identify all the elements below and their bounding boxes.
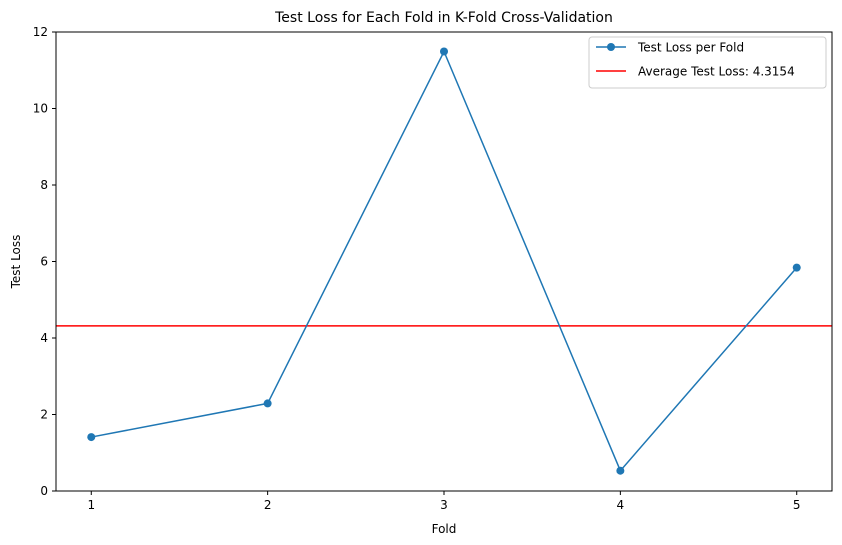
x-axis-label: Fold (432, 522, 457, 536)
legend-box (588, 36, 827, 89)
y-tick-label: 12 (33, 25, 48, 39)
data-point (87, 433, 96, 442)
y-tick-label: 4 (40, 331, 48, 345)
y-tick-label: 0 (40, 484, 48, 498)
x-tick-label: 5 (793, 498, 801, 512)
legend-label-series: Test Loss per Fold (637, 41, 744, 55)
x-tick-label: 4 (617, 498, 625, 512)
y-tick-label: 6 (40, 255, 48, 269)
x-tick-label: 2 (264, 498, 272, 512)
plot-area (55, 31, 833, 492)
x-tick-label: 3 (440, 498, 448, 512)
y-tick-label: 8 (40, 178, 48, 192)
legend-swatch-marker-series (607, 43, 615, 51)
data-point (263, 399, 272, 408)
data-point (440, 47, 448, 56)
legend: Test Loss per Fold Average Test Loss: 4.… (588, 36, 827, 89)
legend-label-average: Average Test Loss: 4.3154 (638, 65, 795, 79)
x-tick-label: 1 (87, 498, 95, 512)
y-axis-ticks: 0 2 4 6 8 10 12 (33, 25, 56, 498)
y-axis-label: Test Loss (9, 235, 23, 290)
data-point (792, 263, 801, 272)
x-axis-ticks: 1 2 3 4 5 (87, 491, 801, 512)
plot-background (56, 32, 832, 491)
series-markers (87, 47, 801, 475)
data-point (616, 466, 625, 475)
y-tick-label: 2 (40, 408, 48, 422)
y-tick-label: 10 (33, 102, 48, 116)
chart-title: Test Loss for Each Fold in K-Fold Cross-… (274, 10, 613, 26)
